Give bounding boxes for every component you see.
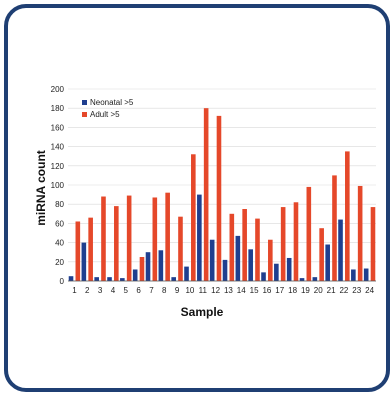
bar-neonatal-3: [94, 277, 99, 281]
chart-frame: [4, 4, 390, 392]
bar-neonatal-24: [363, 268, 369, 281]
bar-neonatal-8: [158, 250, 164, 281]
legend-swatch-adult: [82, 112, 87, 117]
x-tick-labels: 1 2 3 4 5 6 7 8 9 10 11 12 13 14 15 16 17 18 19 20 21 22 23 24: [72, 286, 374, 295]
bar-neonatal-2: [81, 242, 87, 281]
x-tick-label: 11: [199, 286, 208, 295]
legend-label-neonatal: Neonatal >5: [90, 98, 134, 107]
bar-neonatal-11: [197, 194, 202, 281]
bar-adult-15: [255, 218, 260, 281]
bar-neonatal-5: [120, 278, 125, 281]
bar-adult-14: [242, 209, 247, 281]
y-tick-labels: 0 20 40 60 80 100 120 140 160 180 200: [51, 85, 65, 286]
bar-adult-6: [139, 257, 145, 281]
bar-adult-7: [152, 197, 158, 281]
bar-adult-5: [126, 195, 132, 281]
bar-adult-8: [165, 192, 170, 281]
x-tick-label: 23: [352, 286, 361, 295]
bar-neonatal-18: [286, 257, 292, 281]
legend: Neonatal >5 Adult >5: [82, 98, 134, 119]
y-tick-label: 160: [51, 123, 65, 132]
bar-adult-18: [293, 202, 299, 281]
bar-neonatal-15: [248, 249, 253, 281]
x-tick-label: 8: [162, 286, 167, 295]
y-tick-label: 0: [60, 277, 65, 286]
bar-adult-24: [370, 207, 376, 281]
bar-adult-22: [345, 151, 350, 281]
y-tick-label: 100: [51, 181, 65, 190]
y-tick-label: 20: [55, 258, 64, 267]
x-tick-label: 6: [136, 286, 141, 295]
bar-adult-4: [114, 206, 119, 281]
bar-neonatal-4: [107, 277, 112, 281]
y-tick-label: 140: [51, 143, 65, 152]
x-tick-label: 20: [314, 286, 323, 295]
bar-neonatal-22: [338, 219, 343, 281]
legend-swatch-neonatal: [82, 100, 87, 105]
bar-adult-20: [319, 228, 324, 281]
y-tick-label: 120: [51, 162, 65, 171]
bar-adult-11: [203, 108, 209, 281]
x-tick-label: 1: [72, 286, 77, 295]
x-tick-label: 7: [149, 286, 154, 295]
bar-adult-12: [216, 115, 222, 281]
x-tick-label: 22: [339, 286, 348, 295]
x-tick-label: 19: [301, 286, 310, 295]
x-tick-label: 14: [237, 286, 246, 295]
bar-neonatal-19: [299, 278, 305, 281]
bar-neonatal-6: [132, 269, 138, 281]
bar-adult-9: [178, 216, 183, 281]
y-tick-label: 80: [55, 200, 64, 209]
x-tick-label: 24: [365, 286, 374, 295]
bar-neonatal-13: [222, 259, 228, 281]
x-tick-label: 5: [124, 286, 129, 295]
bar-adult-1: [75, 221, 81, 281]
x-tick-label: 10: [185, 286, 194, 295]
x-tick-label: 16: [262, 286, 271, 295]
x-tick-label: 17: [275, 286, 284, 295]
bars: [68, 108, 376, 281]
bar-adult-2: [88, 217, 93, 281]
x-tick-label: 9: [175, 286, 180, 295]
bar-neonatal-9: [171, 277, 176, 281]
bar-neonatal-17: [274, 263, 279, 281]
x-tick-label: 15: [250, 286, 259, 295]
x-tick-label: 2: [85, 286, 90, 295]
x-axis-title: Sample: [181, 305, 224, 319]
y-tick-label: 60: [55, 219, 64, 228]
bar-neonatal-16: [261, 272, 266, 281]
legend-label-adult: Adult >5: [90, 110, 120, 119]
bar-adult-19: [306, 186, 312, 281]
bar-neonatal-10: [184, 266, 189, 281]
bar-adult-16: [268, 239, 273, 281]
x-tick-label: 21: [327, 286, 336, 295]
y-axis-title: miRNA count: [34, 150, 48, 226]
bar-adult-3: [101, 196, 106, 281]
x-tick-label: 3: [98, 286, 103, 295]
bar-adult-13: [229, 213, 235, 281]
y-tick-label: 180: [51, 104, 65, 113]
bar-neonatal-23: [351, 269, 356, 281]
bar-neonatal-20: [312, 277, 318, 281]
x-tick-label: 13: [224, 286, 233, 295]
bar-adult-23: [357, 185, 363, 281]
x-tick-label: 4: [111, 286, 116, 295]
bar-neonatal-21: [325, 244, 330, 281]
bar-neonatal-7: [145, 252, 151, 281]
bar-adult-17: [280, 207, 286, 281]
x-tick-label: 12: [211, 286, 220, 295]
bar-neonatal-12: [209, 239, 215, 281]
y-tick-label: 40: [55, 239, 64, 248]
x-tick-label: 18: [288, 286, 297, 295]
y-tick-label: 200: [51, 85, 65, 94]
bar-neonatal-14: [235, 235, 241, 281]
bar-adult-21: [332, 175, 337, 281]
bar-neonatal-1: [68, 276, 74, 281]
bar-adult-10: [191, 154, 196, 281]
